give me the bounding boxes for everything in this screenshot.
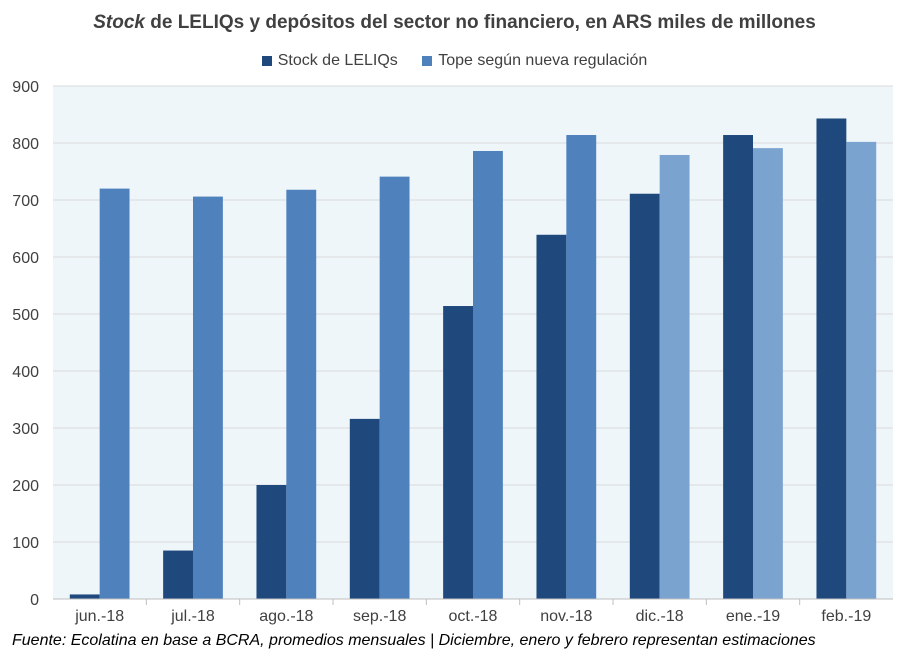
bar-tope-regulacion [99, 188, 130, 599]
bar-stock-leliqs [256, 485, 287, 599]
y-tick-label: 600 [12, 250, 39, 267]
bar-stock-leliqs [723, 135, 753, 599]
bar-stock-leliqs [443, 306, 473, 599]
legend-label-tope: Tope según nueva regulación [438, 52, 648, 69]
bar-tope-regulacion [286, 189, 317, 600]
chart-title: Stock de LELIQs y depósitos del sector n… [0, 12, 909, 34]
x-tick-label: ene.-19 [726, 608, 780, 625]
bar-tope-regulacion [379, 176, 410, 599]
bar-tope-regulacion [193, 196, 223, 599]
bar-stock-leliqs [69, 594, 100, 599]
legend: Stock de LELIQs Tope según nueva regulac… [0, 52, 909, 71]
chart-title-italic: Stock [93, 12, 145, 33]
x-tick-label: dic.-18 [636, 608, 684, 625]
bar-tope-regulacion [753, 148, 783, 599]
bar-stock-leliqs [163, 550, 193, 599]
bar-stock-leliqs [816, 118, 847, 600]
legend-swatch-stock [261, 56, 272, 66]
bar-tope-regulacion [473, 150, 503, 600]
bar-stock-leliqs [536, 234, 567, 599]
x-tick-label: feb.-19 [821, 608, 871, 625]
x-tick-label: ago.-18 [259, 608, 313, 625]
x-tick-label: sep.-18 [353, 608, 406, 625]
chart-title-rest: de LELIQs y depósitos del sector no fina… [144, 12, 816, 33]
bar-stock-leliqs [629, 193, 660, 600]
legend-label-stock: Stock de LELIQs [277, 52, 398, 69]
y-tick-label: 700 [12, 193, 39, 210]
legend-item-tope: Tope según nueva regulación [422, 52, 647, 70]
legend-item-stock: Stock de LELIQs [261, 52, 398, 70]
source-note: Fuente: Ecolatina en base a BCRA, promed… [12, 632, 816, 649]
y-tick-label: 900 [12, 79, 39, 96]
y-tick-label: 500 [12, 307, 39, 324]
y-tick-label: 200 [12, 478, 39, 495]
y-tick-label: 0 [30, 592, 39, 609]
legend-swatch-tope [422, 56, 433, 66]
x-tick-label: jul.-18 [170, 608, 215, 625]
y-tick-label: 800 [12, 136, 39, 153]
y-tick-label: 300 [12, 421, 39, 438]
x-tick-label: oct.-18 [449, 608, 498, 625]
bar-tope-regulacion [846, 141, 877, 600]
x-tick-label: nov.-18 [540, 608, 592, 625]
y-tick-label: 400 [12, 364, 39, 381]
x-tick-label: jun.-18 [74, 608, 124, 625]
bar-tope-regulacion [566, 135, 597, 599]
bar-tope-regulacion [659, 154, 690, 599]
bar-stock-leliqs [349, 418, 380, 599]
y-tick-label: 100 [12, 535, 39, 552]
